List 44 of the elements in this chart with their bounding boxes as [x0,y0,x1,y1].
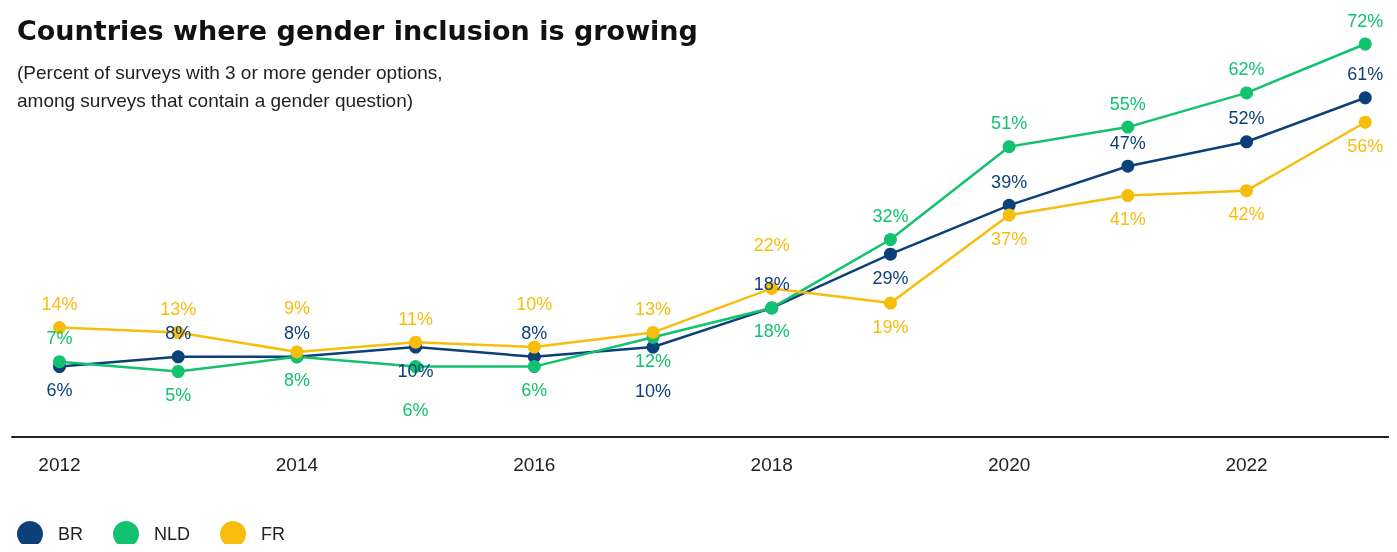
data-label: 14% [41,294,78,315]
data-label: 6% [46,380,73,401]
legend-label: FR [261,524,286,544]
data-label: 62% [1228,59,1265,80]
data-label: 41% [1109,209,1146,230]
data-label: 29% [872,267,909,288]
data-label: 11% [398,308,433,329]
data-label: 42% [1228,204,1265,225]
data-label: 7% [46,328,73,349]
x-tick-label: 2016 [513,454,556,475]
x-tick-label: 2020 [988,454,1031,475]
x-tick-label: 2018 [750,454,793,475]
data-label: 18% [753,321,790,342]
x-tick-label: 2014 [275,454,319,475]
data-label: 61% [1347,64,1384,85]
data-label: 8% [521,323,548,344]
data-label: 39% [991,171,1028,192]
data-label: 51% [991,113,1028,134]
data-label: 37% [991,228,1028,249]
data-label: 6% [402,400,429,421]
legend-label: NLD [154,524,191,544]
data-label: 55% [1109,93,1146,114]
data-label: 8% [283,370,310,391]
x-tick-label: 2012 [38,454,81,475]
data-label: 10% [516,293,553,314]
data-label: 13% [635,298,672,319]
data-label: 52% [1228,108,1265,129]
data-label: 6% [521,380,548,401]
data-label: 10% [635,380,672,401]
data-label: 56% [1347,135,1384,156]
text: (Percent of surveys with 3 or more gender options, among surveys that contain a gender question) [17,61,443,111]
data-label: 47% [1109,132,1146,153]
data-label: 8% [283,323,310,344]
data-label: 19% [872,316,909,337]
x-tick-label: 2022 [1225,454,1268,475]
chart-title: Countries where gender inclusion is growing [17,15,698,46]
data-label: 13% [160,298,197,319]
legend-label: BR [58,524,84,544]
data-label: 32% [872,206,909,227]
data-label: 72% [1347,10,1384,31]
data-label: 22% [753,234,790,255]
data-label: 9% [283,298,310,319]
data-label: 5% [165,385,192,405]
data-label: 12% [635,350,672,371]
